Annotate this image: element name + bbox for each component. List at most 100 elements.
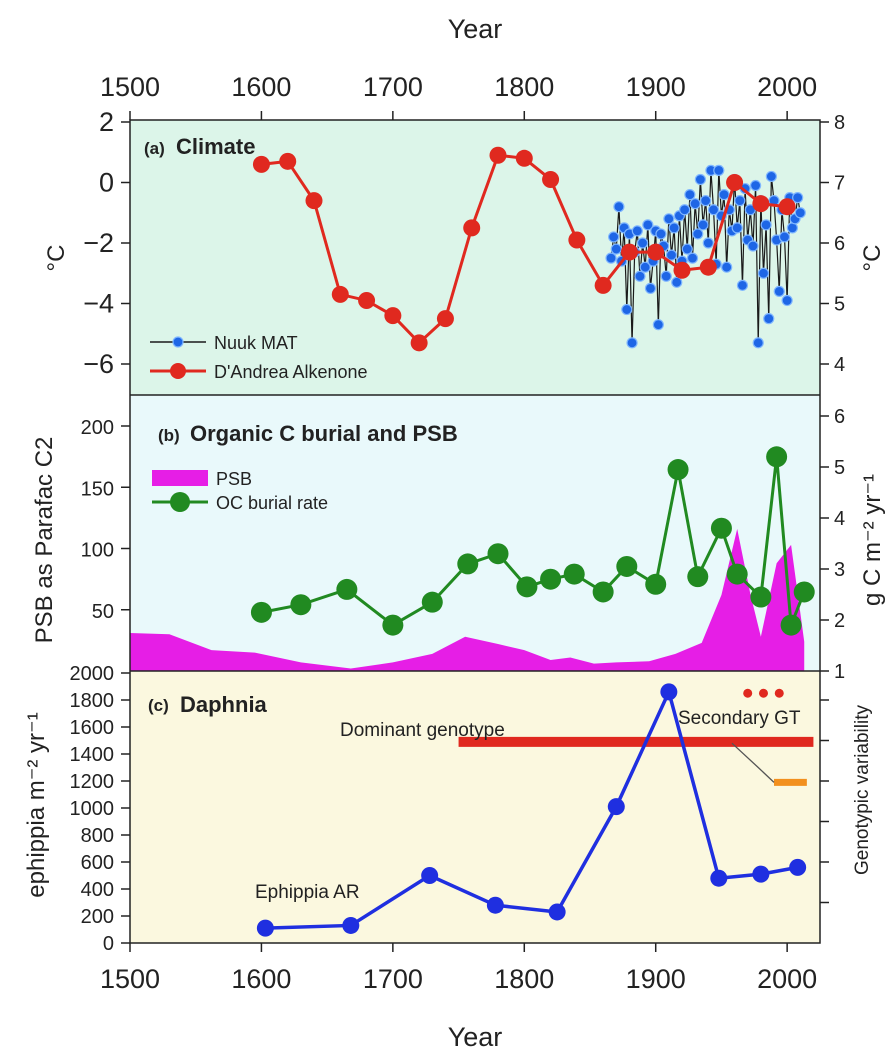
nuuk-mat-point	[610, 243, 622, 255]
c-left-tick-label: 600	[81, 852, 114, 874]
ephippia-point	[342, 916, 360, 934]
ephippia-point	[752, 865, 770, 883]
panel-b-plot	[130, 446, 815, 671]
c-left-tick-label: 200	[81, 906, 114, 928]
b-right-tick-label: 3	[834, 559, 845, 581]
ephippia-ar-label: Ephippia AR	[255, 882, 360, 903]
panel-a-plot	[252, 146, 806, 352]
nuuk-mat-point	[721, 261, 733, 273]
nuuk-mat-point	[608, 231, 620, 243]
nuuk-mat-point	[636, 237, 649, 249]
x-tick-label-bottom: 1900	[626, 964, 686, 994]
nuuk-mat-point	[752, 337, 764, 349]
oc-burial-point	[516, 576, 538, 598]
secondary-gt-label: Secondary GT	[678, 708, 801, 729]
oc-burial-point	[592, 581, 614, 603]
b-left-tick-label: 200	[81, 417, 114, 439]
nuuk-mat-point	[626, 337, 638, 349]
a-right-tick-label: 8	[834, 112, 845, 134]
nuuk-mat-point	[747, 240, 759, 252]
c-left-tick-label: 1800	[70, 690, 115, 712]
nuuk-mat-point	[718, 189, 730, 201]
a-right-tick-label: 7	[834, 173, 845, 195]
oc-burial-point	[645, 573, 667, 595]
panel-a-tag: (a)	[144, 139, 165, 158]
alkenone-point	[358, 291, 376, 309]
x-tick-label-top: 1700	[363, 72, 423, 102]
nuuk-mat-point	[773, 285, 785, 297]
alkenone-point	[594, 276, 612, 294]
legend-nuuk-label: Nuuk MAT	[214, 333, 298, 353]
a-left-tick-label: 0	[99, 168, 114, 198]
alkenone-point	[647, 243, 665, 261]
oc-burial-point	[290, 594, 312, 616]
c-left-tick-label: 0	[103, 933, 114, 955]
alkenone-point	[620, 243, 638, 261]
alkenone-point	[778, 198, 796, 216]
nuuk-mat-point	[621, 303, 633, 316]
c-left-tick-label: 1000	[70, 798, 115, 820]
nuuk-mat-point	[692, 228, 704, 240]
nuuk-mat-point	[757, 267, 770, 279]
c-left-tick-label: 1200	[70, 771, 115, 793]
alkenone-point	[463, 219, 481, 237]
nuuk-mat-point	[613, 201, 625, 213]
nuuk-mat-point	[642, 219, 654, 231]
alkenone-point	[305, 192, 323, 210]
legend-alkenone-label: D'Andrea Alkenone	[214, 362, 368, 382]
nuuk-mat-point	[781, 294, 793, 307]
alkenone-point	[279, 152, 297, 170]
oc-burial-point	[250, 601, 272, 623]
alkenone-point	[752, 195, 770, 213]
panel-b-ylabel-right: g C m⁻² yr⁻¹	[859, 474, 886, 606]
nuuk-mat-point	[734, 195, 746, 207]
nuuk-mat-point	[686, 252, 699, 264]
panel-b-ylabel-left: PSB as Parafac C2	[31, 437, 58, 644]
nuuk-mat-point	[702, 237, 714, 249]
plot-frame	[129, 119, 821, 944]
ephippia-point	[486, 896, 504, 914]
legend-alkenone-marker	[170, 363, 186, 379]
legend-oc-marker	[170, 492, 190, 512]
b-left-tick-label: 50	[92, 601, 114, 623]
oc-burial-point	[793, 581, 815, 603]
ephippia-point	[789, 858, 807, 876]
nuuk-mat-point	[694, 173, 707, 186]
ephippia-point	[256, 919, 274, 937]
oc-burial-point	[382, 614, 404, 636]
b-right-tick-label: 4	[834, 508, 845, 530]
x-tick-label-top: 1500	[100, 72, 160, 102]
oc-burial-point	[780, 614, 802, 636]
panel-b-background	[130, 395, 820, 671]
c-left-tick-label: 1400	[70, 744, 115, 766]
alkenone-point	[384, 307, 402, 325]
x-tick-label-bottom: 1600	[231, 964, 291, 994]
secondary-gt-leader	[731, 742, 775, 783]
ephippia-point	[710, 869, 728, 887]
nuuk-mat-point	[749, 179, 762, 192]
oc-burial-point	[726, 563, 748, 585]
nuuk-mat-point	[660, 270, 672, 282]
nuuk-mat-point	[786, 222, 799, 234]
legend-psb-label: PSB	[216, 469, 252, 489]
x-axis-title-bottom: Year	[448, 1022, 503, 1052]
nuuk-mat-point	[763, 313, 775, 325]
nuuk-mat-point	[684, 189, 696, 201]
nuuk-mat-point	[794, 207, 806, 219]
panel-a-background	[130, 120, 820, 395]
nuuk-mat-point	[644, 282, 657, 294]
nuuk-mat-point	[792, 192, 804, 204]
a-left-tick-label: 2	[99, 107, 114, 137]
panel-c-plot	[256, 683, 814, 937]
alkenone-point	[410, 334, 428, 352]
nuuk-mat-point	[681, 243, 693, 255]
nuuk-mat-point	[655, 228, 667, 240]
b-left-tick-label: 150	[81, 478, 114, 500]
ephippia-point	[607, 798, 625, 816]
nuuk-mat-point	[736, 279, 749, 291]
b-right-tick-label: 2	[834, 610, 845, 632]
b-right-tick-label: 6	[834, 406, 845, 428]
nuuk-mat-point	[713, 164, 725, 176]
legend-nuuk-marker	[172, 336, 184, 348]
